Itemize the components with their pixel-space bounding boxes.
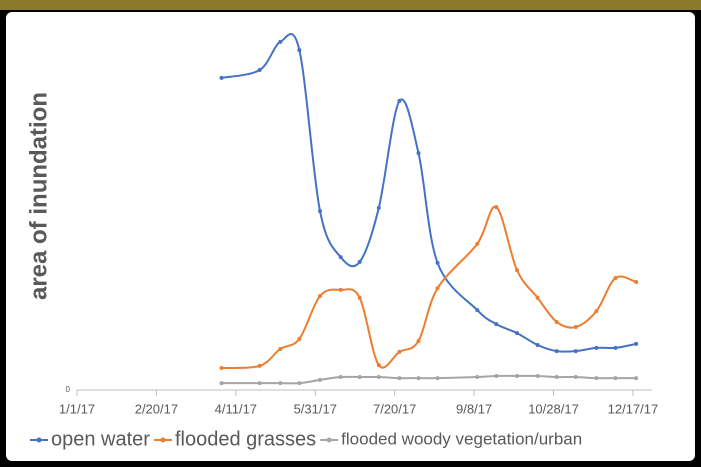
point bbox=[554, 349, 559, 354]
x-tick-label: 12/17/17 bbox=[608, 401, 659, 416]
point bbox=[554, 375, 559, 380]
point bbox=[594, 309, 599, 314]
legend-marker bbox=[160, 437, 166, 443]
point bbox=[278, 346, 283, 351]
point bbox=[376, 375, 381, 380]
x-tick-label: 5/31/17 bbox=[294, 401, 337, 416]
point bbox=[535, 343, 540, 347]
legend-marker bbox=[326, 437, 332, 443]
point bbox=[397, 376, 402, 381]
x-tick-label: 7/20/17 bbox=[373, 401, 416, 416]
point bbox=[494, 373, 499, 378]
legend-label: flooded grasses bbox=[175, 428, 316, 450]
point bbox=[435, 286, 440, 291]
series-line bbox=[221, 33, 637, 353]
point bbox=[338, 375, 343, 380]
point bbox=[357, 259, 362, 264]
point bbox=[257, 381, 262, 386]
point bbox=[257, 67, 262, 72]
x-tick-label: 1/1/17 bbox=[59, 401, 95, 416]
point bbox=[219, 75, 224, 80]
point bbox=[219, 366, 224, 371]
x-tick-label: 2/20/17 bbox=[135, 401, 178, 416]
point bbox=[634, 376, 639, 381]
point bbox=[397, 98, 402, 103]
point bbox=[514, 373, 519, 378]
point bbox=[475, 308, 480, 313]
point bbox=[554, 319, 559, 324]
point bbox=[297, 336, 302, 341]
point bbox=[278, 39, 283, 44]
point bbox=[494, 205, 499, 210]
legend-label: open water bbox=[51, 428, 150, 450]
series-line bbox=[221, 205, 637, 370]
point bbox=[514, 268, 519, 273]
point bbox=[397, 349, 402, 354]
point bbox=[594, 345, 599, 350]
point bbox=[535, 295, 540, 300]
x-tick-label: 4/11/17 bbox=[215, 401, 257, 416]
point bbox=[435, 376, 440, 381]
point bbox=[435, 260, 440, 265]
point bbox=[475, 375, 480, 380]
point bbox=[257, 363, 262, 368]
point bbox=[573, 375, 578, 380]
y-axis-title: area of inundation bbox=[25, 92, 52, 300]
point bbox=[494, 322, 499, 327]
point bbox=[573, 325, 578, 329]
point bbox=[376, 205, 381, 210]
legend-marker bbox=[36, 437, 42, 443]
point bbox=[514, 331, 519, 336]
x-tick-label: 10/28/17 bbox=[528, 401, 579, 416]
x-tick-label: 9/8/17 bbox=[456, 401, 492, 416]
panel bbox=[6, 12, 695, 461]
top-texture bbox=[0, 0, 701, 10]
point bbox=[634, 341, 639, 346]
point bbox=[297, 381, 302, 386]
point bbox=[613, 276, 618, 281]
point bbox=[416, 151, 421, 156]
point bbox=[475, 241, 480, 246]
point bbox=[594, 376, 599, 381]
point bbox=[613, 376, 618, 381]
point bbox=[535, 373, 540, 378]
y-tick-label: 0 bbox=[66, 385, 71, 394]
point bbox=[416, 376, 421, 381]
point bbox=[634, 280, 639, 284]
point bbox=[573, 349, 578, 354]
point bbox=[318, 377, 323, 382]
point bbox=[416, 339, 421, 344]
point bbox=[318, 209, 323, 214]
point bbox=[613, 345, 618, 350]
point bbox=[376, 363, 381, 368]
point bbox=[357, 375, 362, 380]
point bbox=[338, 255, 343, 260]
point bbox=[318, 294, 323, 299]
legend-label: flooded woody vegetation/urban bbox=[341, 429, 582, 448]
point bbox=[297, 48, 302, 53]
point bbox=[219, 381, 224, 386]
point bbox=[278, 381, 283, 386]
point bbox=[357, 295, 362, 300]
point bbox=[338, 287, 343, 292]
